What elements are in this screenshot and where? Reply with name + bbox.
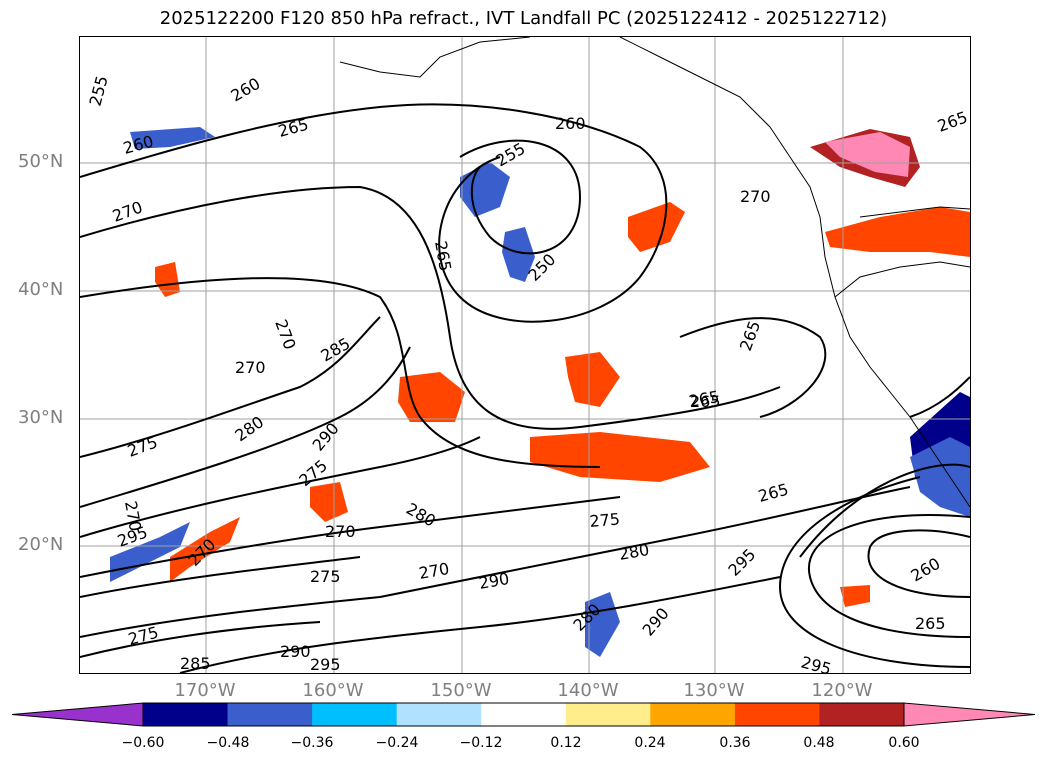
contour-label: 265 bbox=[736, 318, 764, 353]
colorbar-tick-label: 0.60 bbox=[888, 735, 920, 751]
shade-region-small-2 bbox=[155, 262, 180, 297]
contour-label: 290 bbox=[280, 642, 311, 661]
shade-region-central bbox=[628, 202, 685, 252]
lon-label-170w: 170°W bbox=[174, 680, 236, 701]
lon-label-130w: 130°W bbox=[683, 680, 745, 701]
colorbar-segment bbox=[312, 703, 398, 726]
contour-label: 295 bbox=[310, 655, 341, 673]
colorbar-tick-label: −0.60 bbox=[121, 735, 165, 751]
contour-label: 255 bbox=[86, 74, 112, 108]
contour-label: 260 bbox=[555, 114, 586, 133]
contour-label: 270 bbox=[110, 197, 145, 225]
colorbar-extend-min bbox=[12, 703, 143, 726]
colorbar-tick-label: −0.48 bbox=[206, 735, 250, 751]
shade-region-small-3 bbox=[840, 585, 870, 607]
contour-label: 280 bbox=[617, 540, 650, 564]
lon-label-120w: 120°W bbox=[811, 680, 873, 701]
shade-region-band bbox=[530, 432, 710, 482]
lat-label-40n: 40°N bbox=[18, 279, 64, 300]
shade-region-small-1 bbox=[310, 482, 348, 522]
contour-label: 260 bbox=[228, 74, 264, 106]
contour-lines bbox=[80, 103, 970, 673]
contour-label: 280 bbox=[403, 499, 439, 531]
colorbar-tick-label: −0.24 bbox=[375, 735, 419, 751]
contour-label: 265 bbox=[756, 480, 790, 506]
colorbar-segment bbox=[143, 703, 229, 726]
contour-label: 280 bbox=[231, 412, 267, 445]
graticule bbox=[80, 37, 970, 673]
lat-label-20n: 20°N bbox=[18, 534, 64, 555]
contour-label: 275 bbox=[126, 623, 160, 649]
contour-label: 285 bbox=[318, 334, 354, 366]
colorbar-segments bbox=[12, 703, 1035, 726]
contour-label: 295 bbox=[799, 653, 833, 673]
contour-label: 265 bbox=[915, 614, 946, 633]
contour-label: 275 bbox=[310, 567, 341, 586]
colorbar-segment bbox=[734, 703, 820, 726]
contour-label: 275 bbox=[589, 509, 621, 531]
colorbar bbox=[11, 702, 1036, 727]
contour-label: 270 bbox=[271, 317, 299, 352]
contour-labels: 255 260 265 260 270 265 255 250 260 265 … bbox=[86, 74, 970, 673]
colorbar-segment bbox=[650, 703, 736, 726]
contour-label: 265 bbox=[935, 107, 970, 135]
contour-label: 295 bbox=[724, 545, 759, 580]
colorbar-segment bbox=[396, 703, 482, 726]
lon-label-150w: 150°W bbox=[430, 680, 492, 701]
shade-region-low-south bbox=[502, 227, 535, 282]
shade-region-south-center bbox=[565, 352, 620, 407]
shading-layer bbox=[110, 127, 970, 657]
contour-label: 260 bbox=[908, 554, 944, 586]
shade-region-pnw-pink bbox=[825, 132, 910, 177]
map-panel[interactable]: 255 260 265 260 270 265 255 250 260 265 … bbox=[79, 36, 971, 674]
colorbar-segment bbox=[565, 703, 651, 726]
contour-label: 270 bbox=[325, 522, 356, 541]
colorbar-extend-max bbox=[904, 703, 1035, 726]
contour-label: 265 bbox=[276, 115, 310, 141]
coastline bbox=[339, 37, 970, 508]
contour-label: 290 bbox=[639, 604, 673, 640]
shade-region-low-center bbox=[460, 162, 510, 217]
colorbar-tick-label: −0.12 bbox=[459, 735, 503, 751]
colorbar-tick-label: 0.48 bbox=[803, 735, 835, 751]
colorbar-tick-label: 0.36 bbox=[719, 735, 751, 751]
lat-label-50n: 50°N bbox=[18, 151, 64, 172]
contour-label: 285 bbox=[180, 654, 211, 673]
lon-label-140w: 140°W bbox=[557, 680, 619, 701]
contour-label: 290 bbox=[477, 569, 510, 593]
colorbar-segment bbox=[227, 703, 313, 726]
shade-region-northwest bbox=[130, 127, 215, 149]
lat-label-30n: 30°N bbox=[18, 407, 64, 428]
contour-label: 260 bbox=[121, 132, 155, 158]
colorbar-tick-label: 0.24 bbox=[634, 735, 666, 751]
colorbar-segment bbox=[819, 703, 905, 726]
contour-label: 290 bbox=[309, 419, 343, 455]
shade-region-oregon bbox=[825, 207, 970, 257]
colorbar-tick-label: −0.36 bbox=[290, 735, 334, 751]
map-title: 2025122200 F120 850 hPa refract., IVT La… bbox=[159, 8, 888, 29]
contour-label: 270 bbox=[235, 358, 266, 377]
colorbar-segment bbox=[481, 703, 567, 726]
contour-label: 270 bbox=[417, 559, 450, 583]
shade-region-baja bbox=[910, 437, 970, 517]
contour-label: 265 bbox=[690, 392, 721, 411]
contour-label: 270 bbox=[740, 187, 771, 206]
contour-label: 275 bbox=[125, 432, 160, 460]
shade-region-west-orange bbox=[170, 517, 240, 582]
colorbar-tick-label: 0.12 bbox=[550, 735, 582, 751]
lon-label-160w: 160°W bbox=[302, 680, 364, 701]
